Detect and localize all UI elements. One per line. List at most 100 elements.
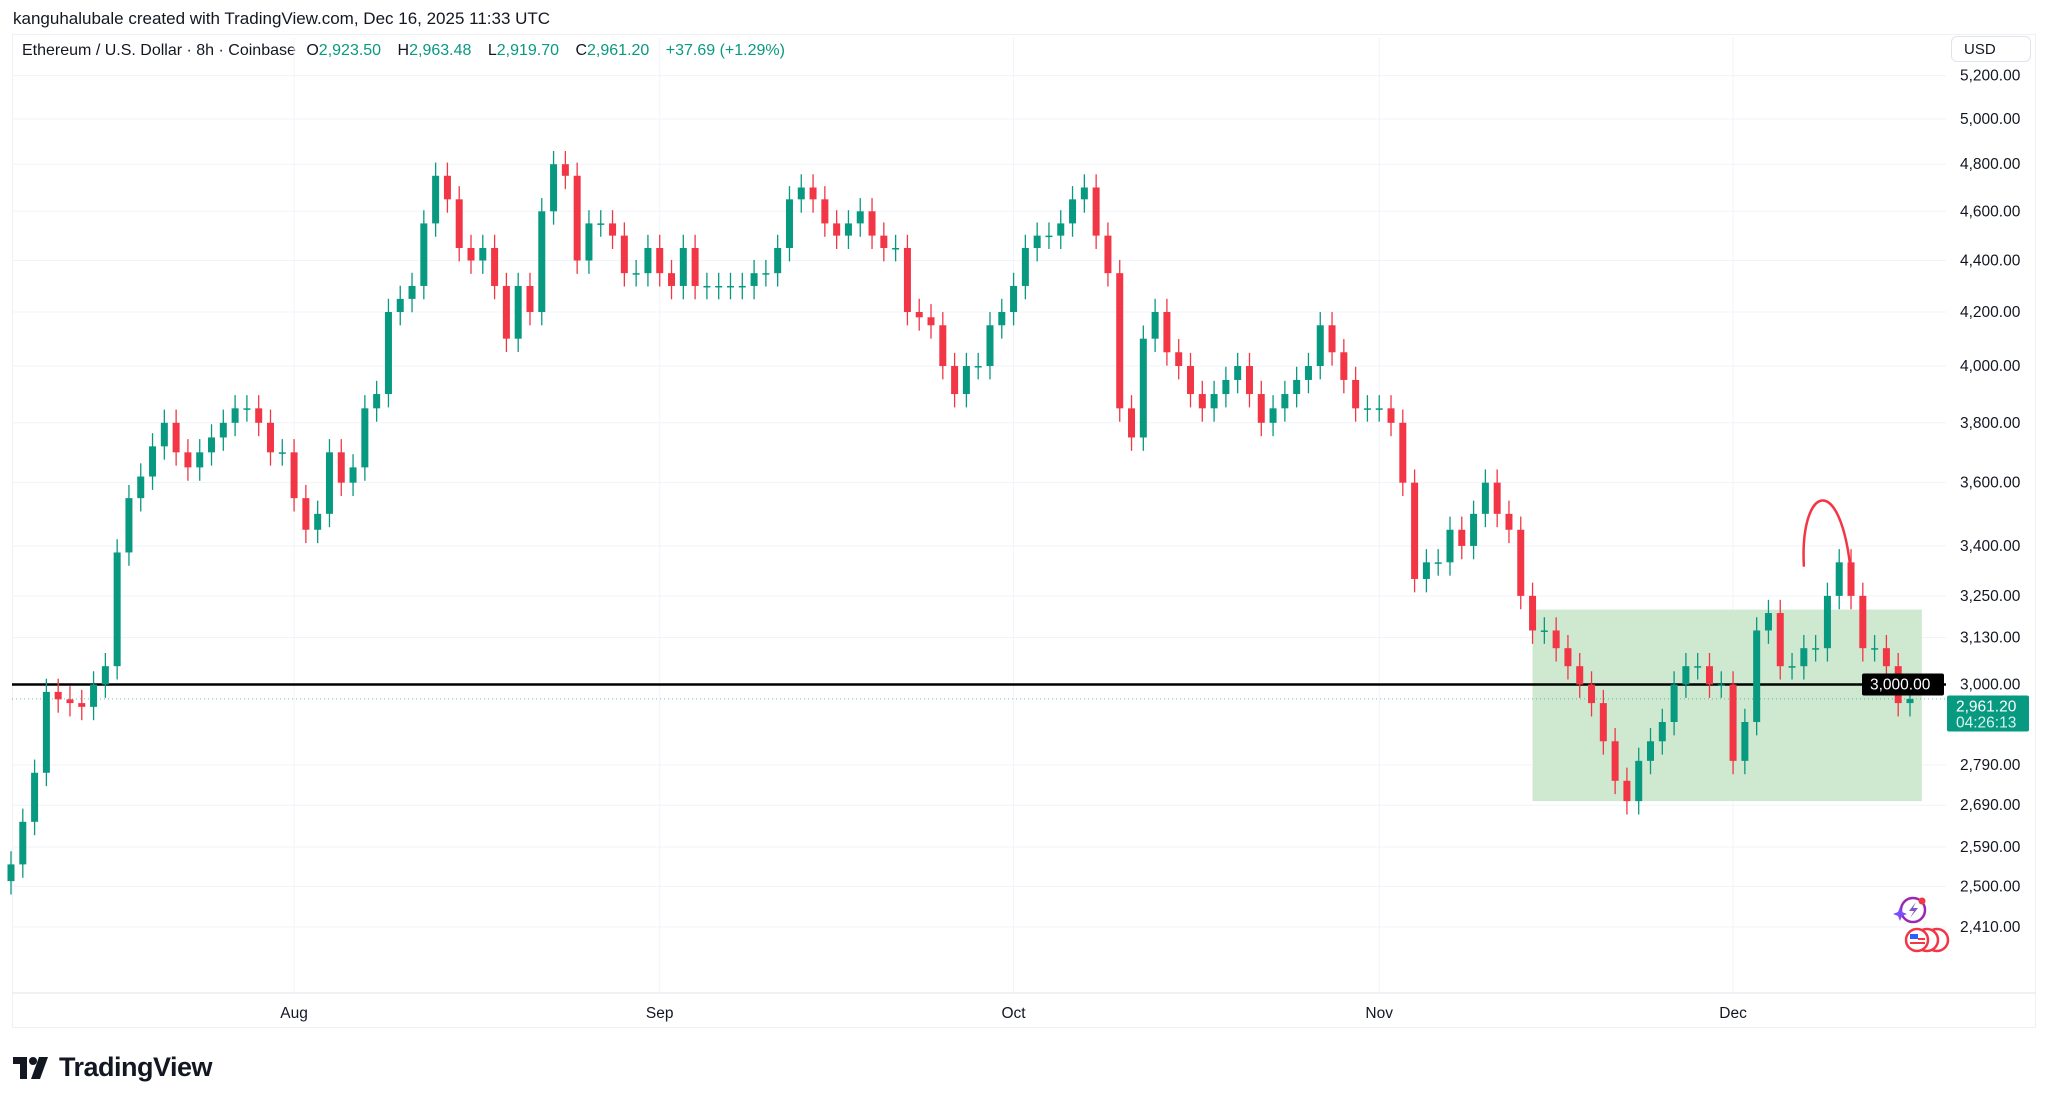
candle [656, 234, 664, 287]
range-zone-rect[interactable] [1532, 609, 1922, 802]
candle [373, 380, 381, 422]
candle [1033, 222, 1041, 262]
candle-body [620, 235, 628, 274]
candle [1599, 689, 1607, 755]
candle-body [809, 187, 817, 200]
candle [962, 352, 970, 408]
y-tick-label: 4,200.00 [1960, 304, 2021, 321]
level-price-label: 3,000.00 [1870, 676, 1931, 693]
level-line [12, 683, 1946, 700]
y-tick-label: 4,800.00 [1960, 156, 2021, 173]
candle [266, 409, 274, 466]
close-label: C [575, 42, 588, 59]
y-tick-label: 4,400.00 [1960, 253, 2021, 270]
candle-body [1352, 379, 1360, 409]
candle [219, 409, 227, 451]
tradingview-logo[interactable]: TradingView [13, 1052, 213, 1083]
candle [821, 186, 829, 237]
candle [1493, 469, 1501, 528]
arc-annotation[interactable] [1802, 499, 1853, 575]
time-axis: Aug Sep Oct Nov Dec [280, 1005, 1747, 1022]
candle-body [1564, 648, 1572, 667]
candle-body [939, 325, 947, 367]
candle-body [1800, 648, 1808, 667]
x-tick-label: Dec [1719, 1005, 1747, 1022]
candle [1812, 634, 1820, 662]
change-value: +37.69 (+1.29%) [665, 42, 785, 59]
candle [302, 484, 310, 544]
open-label: O [306, 42, 319, 59]
candle-body [785, 199, 793, 249]
candle-body [1069, 199, 1077, 224]
candle [1328, 312, 1336, 366]
candle-body [184, 452, 192, 468]
candle [1387, 395, 1395, 437]
candle [868, 198, 876, 249]
symbol-title[interactable]: Ethereum / U.S. Dollar · 8h · Coinbase [22, 42, 296, 59]
candle [337, 439, 345, 497]
candle [1021, 234, 1029, 300]
candle-body [349, 467, 357, 483]
candle [632, 259, 640, 287]
candle [1564, 634, 1572, 680]
high-value: 2,963.48 [409, 42, 472, 59]
candle-body [1764, 613, 1772, 631]
candle [974, 352, 982, 380]
candle-body [1033, 235, 1041, 249]
candle [1705, 652, 1713, 698]
candle [585, 210, 593, 274]
currency-button[interactable]: USD [1951, 36, 2031, 62]
candle-body [609, 223, 617, 236]
candle [443, 162, 451, 213]
candle-body [597, 223, 605, 225]
candle [90, 671, 98, 721]
candle [1481, 469, 1489, 528]
candle [1269, 395, 1277, 437]
candle-body [66, 699, 74, 704]
candle-body [7, 864, 15, 882]
candle [1010, 272, 1018, 326]
last-price-label: 2,961.20 [1956, 698, 2017, 715]
candles [7, 150, 1914, 895]
candle [467, 234, 475, 274]
x-tick-label: Oct [1002, 1005, 1027, 1022]
candle-body [1481, 482, 1489, 514]
candle-body [1611, 741, 1619, 781]
candle-body [1422, 562, 1430, 579]
candle-body [880, 235, 888, 249]
candle-body [1694, 666, 1702, 668]
candle [573, 162, 581, 274]
candle-body [42, 691, 50, 773]
candle-body [1705, 666, 1713, 685]
candle [939, 312, 947, 380]
lightning-icon[interactable] [1893, 896, 1927, 924]
candle-body [1623, 780, 1631, 802]
candle [1871, 634, 1879, 662]
candle [691, 234, 699, 300]
candle-body [856, 211, 864, 224]
candle-body [833, 223, 841, 236]
candle [1882, 634, 1890, 680]
candle [833, 210, 841, 249]
candle [1611, 728, 1619, 795]
candle [609, 210, 617, 249]
candle-body [774, 248, 782, 274]
candle [325, 439, 333, 528]
candle-body [278, 452, 286, 454]
y-tick-label: 3,000.00 [1960, 676, 2021, 693]
candle [502, 272, 510, 353]
candle [1304, 352, 1312, 394]
candle [479, 234, 487, 274]
us-flag-events-icon[interactable] [1904, 927, 1950, 953]
y-tick-label: 4,000.00 [1960, 358, 2021, 375]
candle-body [526, 285, 534, 313]
candle-body [550, 164, 558, 212]
candle [1729, 671, 1737, 775]
candle-body [1304, 366, 1312, 380]
candle [1694, 652, 1702, 680]
candle-body [337, 452, 345, 483]
candle-body [78, 703, 86, 707]
candle [903, 234, 911, 326]
candle-body [384, 312, 392, 395]
